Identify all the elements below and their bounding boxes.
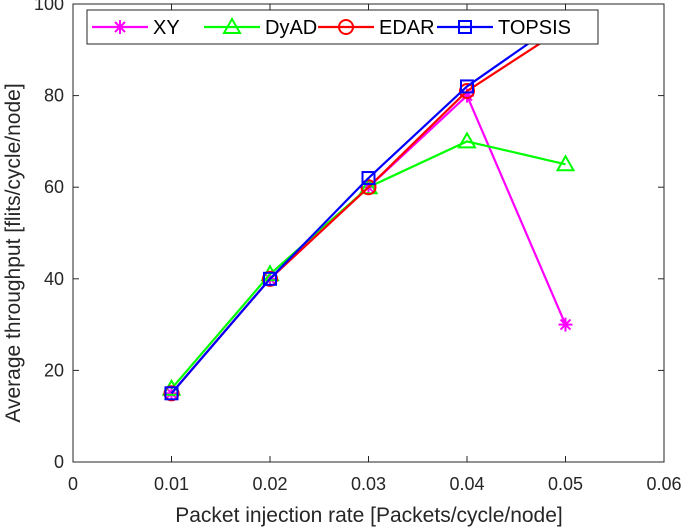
legend-label-dyad: DyAD xyxy=(265,17,317,39)
y-tick-label: 0 xyxy=(54,452,64,472)
legend-marker-xy xyxy=(113,20,127,34)
y-tick-label: 20 xyxy=(44,360,64,380)
data-point-dyad xyxy=(555,154,576,172)
data-point-topsis xyxy=(460,79,474,94)
data-point-xy xyxy=(558,317,573,332)
x-tick-label: 0.03 xyxy=(351,474,386,494)
legend-item-dyad: DyAD xyxy=(204,16,317,39)
data-point-topsis xyxy=(361,171,376,186)
y-tick-label: 40 xyxy=(44,269,64,289)
plot-frame xyxy=(72,3,665,463)
data-point-dyad xyxy=(457,131,477,149)
marker-stroke xyxy=(114,21,126,33)
x-axis-label: Packet injection rate [Packets/cycle/nod… xyxy=(175,504,563,527)
legend-marker-topsis xyxy=(458,20,472,34)
axes: 0 0.01 0.02 0.03 0.04 0.05 0.06 0 20 40 60 80 100 xyxy=(34,0,682,494)
legend-label-topsis: TOPSIS xyxy=(498,17,571,39)
legend-label-xy: XY xyxy=(153,17,180,39)
x-tick-label: 0.05 xyxy=(548,474,583,494)
legend-marker-edar xyxy=(338,19,354,35)
data-point-topsis xyxy=(164,386,179,401)
legend-item-topsis: TOPSIS xyxy=(437,17,571,39)
legend-item-edar: EDAR xyxy=(318,17,435,39)
y-tick-label: 100 xyxy=(34,0,64,14)
x-tick-label: 0.06 xyxy=(646,474,681,494)
legend-label-edar: EDAR xyxy=(379,17,435,39)
marker-stroke xyxy=(559,318,572,331)
x-tick-label: 0.01 xyxy=(154,474,189,494)
x-tick-label: 0 xyxy=(68,474,78,494)
legend-item-xy: XY xyxy=(92,17,180,39)
x-tick-label: 0.02 xyxy=(252,474,287,494)
series-line-topsis xyxy=(170,16,567,395)
y-tick-label: 80 xyxy=(44,86,64,106)
data-point-topsis xyxy=(263,271,277,286)
y-axis-label: Average throughput [flits/cycle/node] xyxy=(2,83,25,422)
x-tick-label: 0.04 xyxy=(449,474,484,494)
legend-marker-dyad xyxy=(222,16,242,34)
data-point-edar xyxy=(360,179,377,196)
legend: XY DyAD EDAR TOPSIS xyxy=(86,9,599,45)
y-tick-label: 60 xyxy=(44,177,64,197)
